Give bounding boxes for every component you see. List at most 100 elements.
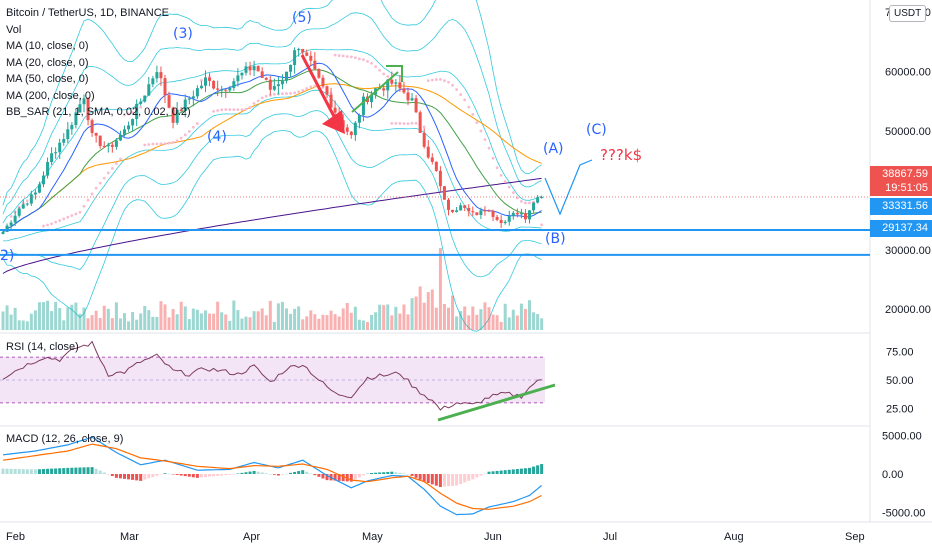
macd-histogram-bar: [208, 474, 212, 477]
macd-legend[interactable]: MACD (12, 26, close, 9): [6, 433, 124, 445]
macd-histogram-bar: [90, 467, 94, 474]
macd-histogram-bar: [511, 469, 515, 474]
candle-body: [220, 89, 224, 91]
macd-histogram-bar: [50, 468, 54, 474]
candle-body: [159, 72, 163, 79]
legend-ma200[interactable]: MA (200, close, 0): [6, 89, 95, 102]
sar-dot: [212, 109, 216, 113]
sar-dot: [487, 146, 491, 150]
macd-histogram-bar: [442, 474, 446, 487]
wave-label-3: (3): [173, 26, 193, 42]
candle-body: [309, 55, 313, 61]
sar-dot: [467, 105, 471, 109]
macd-histogram-bar: [42, 469, 45, 474]
volume-bar: [293, 308, 297, 330]
candle-body: [17, 208, 21, 216]
time-tick-label: Feb: [6, 531, 25, 543]
sar-dot: [46, 223, 49, 227]
green-arrow-line[interactable]: [351, 71, 399, 113]
main-legend: Bitcoin / TetherUS, 1D, BINANCE Vol MA (…: [6, 5, 191, 121]
macd-histogram-bar: [532, 466, 536, 474]
legend-ma10[interactable]: MA (10, close, 0): [6, 40, 89, 52]
horizontal-levels[interactable]: [0, 196, 870, 256]
symbol-title[interactable]: Bitcoin / TetherUS, 1D, BINANCE: [6, 7, 170, 19]
legend-ma50[interactable]: MA (50, close, 0): [6, 73, 89, 85]
legend-vol[interactable]: Vol: [6, 23, 22, 36]
candle-body: [540, 197, 544, 199]
rsi-tick-label: 50.00: [886, 375, 914, 387]
volume-bar: [390, 315, 394, 330]
volume-bar: [199, 313, 203, 330]
volume-bar: [236, 310, 240, 330]
volume-bar: [143, 305, 147, 330]
sar-dot: [386, 75, 390, 78]
macd-histogram-bar: [402, 473, 406, 474]
macd-histogram-bar: [25, 469, 29, 474]
sar-dot: [426, 79, 430, 83]
sar-dot: [196, 122, 199, 125]
macd-histogram-bar: [268, 474, 272, 475]
legend-bbsar[interactable]: BB_SAR (21, 1, SMA, 0.02, 0.02, 0.2): [6, 106, 191, 118]
macd-histogram-bar: [398, 472, 402, 474]
candle-body: [82, 98, 86, 105]
candle-body: [98, 135, 102, 146]
volume-bar: [272, 321, 276, 330]
level-tag-1: 33331.56: [870, 198, 932, 215]
candle-body: [232, 81, 236, 88]
price-tick-label: 30000.00: [885, 245, 931, 257]
rsi-trendline[interactable]: [437, 383, 556, 422]
macd-histogram-bar: [260, 472, 264, 474]
macd-histogram-bar: [536, 465, 540, 474]
drawings[interactable]: (3) (4) (5) (A) (B) (C) 2) ???k$: [0, 10, 642, 422]
sar-dot: [106, 171, 110, 175]
candle-body: [410, 98, 414, 101]
red-down-arrow-line[interactable]: [300, 54, 342, 129]
volume-bar: [366, 321, 369, 330]
green-arrowhead[interactable]: [386, 65, 403, 82]
candle-body: [139, 101, 143, 104]
sar-dot: [248, 106, 252, 109]
candle-body: [459, 205, 463, 211]
volume-bar: [349, 312, 353, 330]
candle-body: [289, 65, 293, 72]
candle-body: [285, 71, 288, 81]
sar-dot: [171, 140, 175, 144]
projection-path[interactable]: [544, 159, 593, 216]
volume-bar: [37, 302, 41, 330]
time-tick-label: Mar: [120, 531, 139, 543]
volume-bar: [361, 320, 365, 330]
volume-bar: [422, 302, 426, 330]
legend-ma20[interactable]: MA (20, close, 0): [6, 56, 89, 69]
candle-body: [528, 210, 531, 220]
volume-bar: [78, 313, 82, 330]
macd-histogram-bar: [46, 468, 50, 474]
macd-histogram-bar: [471, 474, 475, 480]
volume-bar: [171, 309, 175, 330]
sar-dot: [333, 53, 337, 57]
rsi-legend[interactable]: RSI (14, close): [6, 341, 79, 353]
volume-bar: [394, 306, 398, 330]
candle-body: [244, 66, 248, 73]
macd-histogram-bar: [378, 472, 382, 474]
sar-dot: [345, 55, 349, 58]
candle-body: [345, 127, 349, 132]
macd-histogram-bar: [394, 472, 398, 474]
candle-body: [523, 213, 527, 220]
parabolic-sar: [9, 53, 544, 228]
sar-dot: [98, 181, 102, 185]
candle-body: [301, 49, 305, 53]
sar-dot: [86, 198, 90, 202]
rsi-tick-label: 25.00: [886, 404, 914, 416]
currency-badge[interactable]: USDT: [889, 5, 927, 22]
sar-dot: [528, 201, 531, 205]
macd-histogram-bar: [309, 473, 313, 474]
sar-dot: [540, 223, 544, 227]
sar-dot: [127, 112, 130, 116]
sar-dot: [305, 87, 309, 90]
bb-upper-band-2: [2, 12, 542, 215]
macd-histogram-bar: [159, 474, 163, 475]
red-arrowhead[interactable]: [322, 110, 345, 134]
sar-dot: [236, 108, 240, 112]
volume-bar: [434, 307, 438, 330]
